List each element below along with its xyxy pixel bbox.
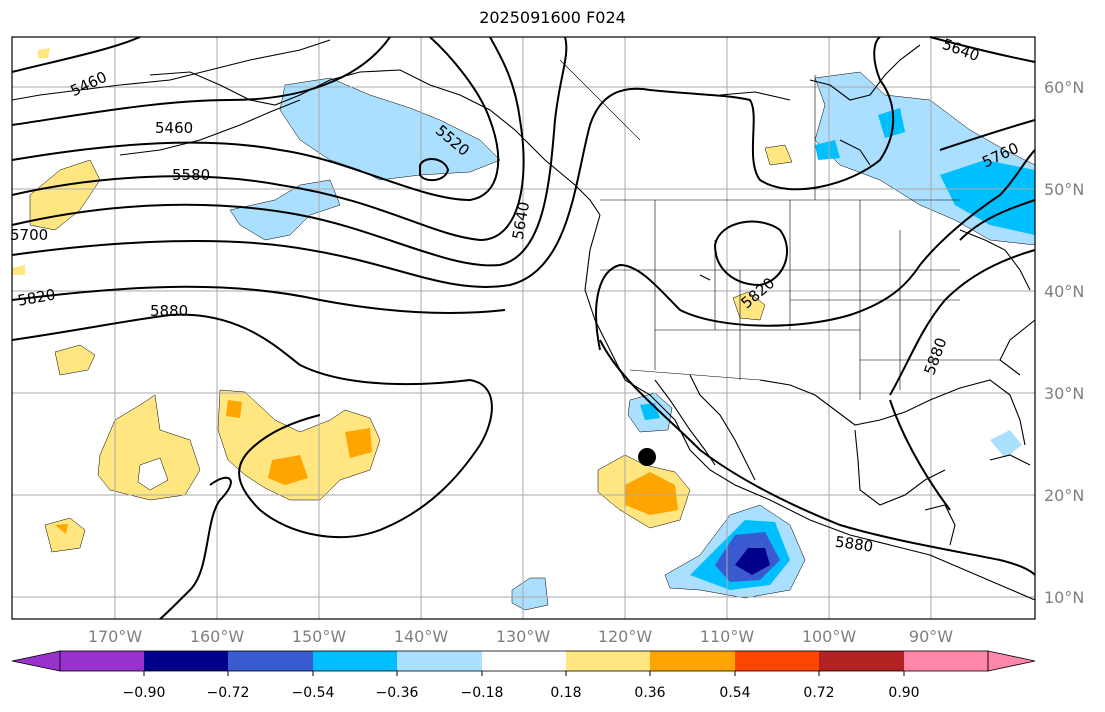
lat-label: 20°N <box>1044 486 1084 505</box>
lon-label: 170°W <box>88 627 143 646</box>
colorbar-swatch <box>228 651 313 671</box>
colorbar-tick-label: −0.72 <box>207 685 250 701</box>
lon-label: 140°W <box>394 627 449 646</box>
colorbar: −0.90 −0.72 −0.54 −0.36 −0.18 0.18 0.36 … <box>11 650 1036 701</box>
height-contours <box>11 36 1036 620</box>
longitude-labels: 170°W 160°W 150°W 140°W 130°W 120°W 110°… <box>88 627 953 646</box>
map-title: 2025091600 F024 <box>479 8 626 27</box>
contour-label: 5580 <box>172 166 210 184</box>
colorbar-tick-label: −0.18 <box>461 685 504 701</box>
lon-label: 160°W <box>190 627 245 646</box>
colorbar-extend-high <box>987 650 1036 672</box>
colorbar-swatch <box>144 651 228 671</box>
lon-label: 130°W <box>496 627 551 646</box>
positive-anomaly-shading <box>12 48 793 553</box>
latitude-labels: 60°N 50°N 40°N 30°N 20°N 10°N <box>1044 78 1084 607</box>
lat-label: 40°N <box>1044 282 1084 301</box>
lat-label: 30°N <box>1044 384 1084 403</box>
colorbar-swatch <box>650 651 735 671</box>
lat-label: 10°N <box>1044 588 1084 607</box>
colorbar-swatch <box>397 651 482 671</box>
lat-label: 50°N <box>1044 180 1084 199</box>
colorbar-swatch <box>482 651 566 671</box>
contour-label: 5880 <box>150 302 188 320</box>
colorbar-tick-label: −0.90 <box>123 685 166 701</box>
colorbar-tick-label: 0.90 <box>888 685 919 701</box>
colorbar-tick-label: 0.54 <box>719 685 750 701</box>
colorbar-tick-label: 0.18 <box>550 685 581 701</box>
political-borders <box>559 59 1000 400</box>
colorbar-swatch <box>904 651 988 671</box>
lon-label: 150°W <box>292 627 347 646</box>
location-marker <box>638 448 656 466</box>
colorbar-tick-label: −0.54 <box>292 685 335 701</box>
contour-label: 5880 <box>834 533 874 556</box>
negative-anomaly-shading <box>229 71 1036 611</box>
coastlines <box>11 39 1036 601</box>
colorbar-swatch <box>60 651 144 671</box>
colorbar-swatch <box>313 651 397 671</box>
lon-label: 90°W <box>909 627 953 646</box>
lon-label: 100°W <box>802 627 857 646</box>
colorbar-tick-label: −0.36 <box>376 685 419 701</box>
contour-label: 5700 <box>10 226 48 244</box>
map-frame <box>11 36 1036 620</box>
lat-label: 60°N <box>1044 78 1084 97</box>
colorbar-extend-low <box>11 650 61 672</box>
colorbar-swatch <box>735 651 819 671</box>
graticule <box>12 37 1035 619</box>
colorbar-tick-label: 0.36 <box>634 685 665 701</box>
colorbar-swatch <box>566 651 650 671</box>
lon-label: 110°W <box>700 627 755 646</box>
contour-label: 5460 <box>155 119 193 137</box>
lon-label: 120°W <box>598 627 653 646</box>
colorbar-swatch <box>819 651 904 671</box>
colorbar-tick-label: 0.72 <box>803 685 834 701</box>
